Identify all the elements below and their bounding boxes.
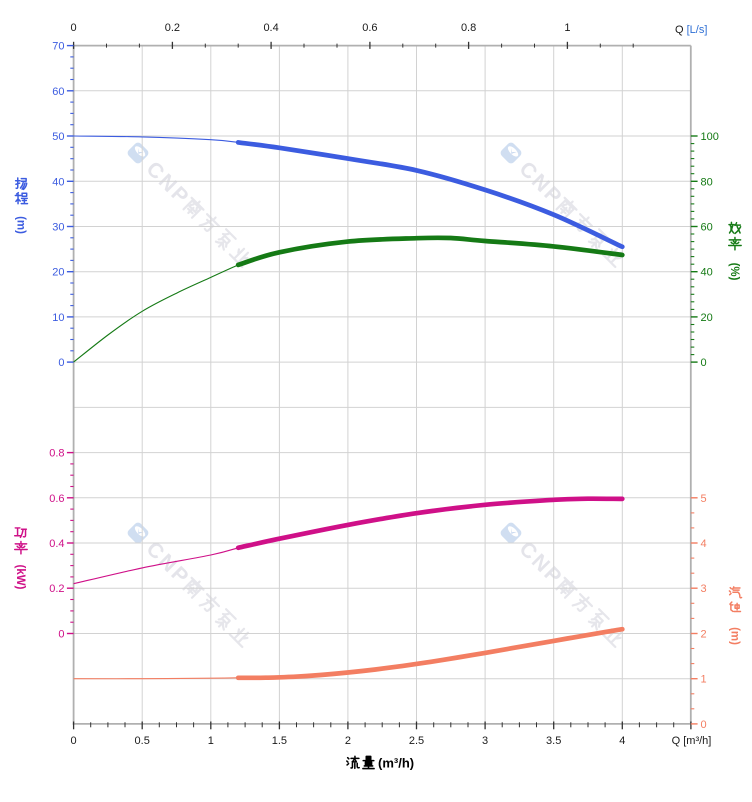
- svg-text:5: 5: [701, 493, 707, 505]
- svg-text:40: 40: [52, 176, 64, 188]
- svg-text:70: 70: [52, 41, 64, 53]
- svg-text:(kW): (kW): [14, 565, 26, 590]
- svg-text:4: 4: [701, 538, 707, 550]
- svg-text:0.8: 0.8: [461, 22, 476, 34]
- svg-text:3: 3: [482, 735, 488, 747]
- svg-text:1: 1: [701, 674, 707, 686]
- svg-text:0.5: 0.5: [135, 735, 150, 747]
- svg-text:0.6: 0.6: [49, 493, 64, 505]
- svg-text:0: 0: [58, 357, 64, 369]
- svg-text:0: 0: [71, 22, 77, 34]
- svg-text:10: 10: [52, 312, 64, 324]
- svg-text:60: 60: [701, 222, 713, 234]
- svg-text:0.8: 0.8: [49, 448, 64, 460]
- svg-text:(%): (%): [728, 263, 740, 281]
- svg-text:0: 0: [71, 735, 77, 747]
- svg-text:Q [L/s]: Q [L/s]: [675, 24, 707, 36]
- svg-text:0: 0: [58, 629, 64, 641]
- svg-text:2: 2: [345, 735, 351, 747]
- svg-text:Q [m³/h]: Q [m³/h]: [672, 735, 712, 747]
- svg-text:60: 60: [52, 86, 64, 98]
- svg-text:100: 100: [701, 131, 719, 143]
- svg-text:0.6: 0.6: [362, 22, 377, 34]
- svg-text:(m): (m): [15, 216, 27, 234]
- svg-text:2.5: 2.5: [409, 735, 424, 747]
- svg-text:(m³/h): (m³/h): [378, 755, 414, 770]
- svg-text:0: 0: [701, 357, 707, 369]
- svg-text:0.4: 0.4: [49, 538, 64, 550]
- svg-text:20: 20: [701, 312, 713, 324]
- svg-text:4: 4: [619, 735, 625, 747]
- svg-text:3.5: 3.5: [546, 735, 561, 747]
- svg-text:0.2: 0.2: [165, 22, 180, 34]
- svg-text:80: 80: [701, 176, 713, 188]
- svg-text:3: 3: [701, 583, 707, 595]
- svg-text:1: 1: [208, 735, 214, 747]
- svg-text:0.4: 0.4: [263, 22, 278, 34]
- svg-text:1.5: 1.5: [272, 735, 287, 747]
- svg-text:0.2: 0.2: [49, 583, 64, 595]
- svg-text:20: 20: [52, 267, 64, 279]
- svg-text:0: 0: [701, 719, 707, 731]
- svg-text:30: 30: [52, 222, 64, 234]
- svg-text:(m): (m): [729, 627, 741, 645]
- svg-text:40: 40: [701, 267, 713, 279]
- svg-text:1: 1: [564, 22, 570, 34]
- svg-text:2: 2: [701, 629, 707, 641]
- svg-text:50: 50: [52, 131, 64, 143]
